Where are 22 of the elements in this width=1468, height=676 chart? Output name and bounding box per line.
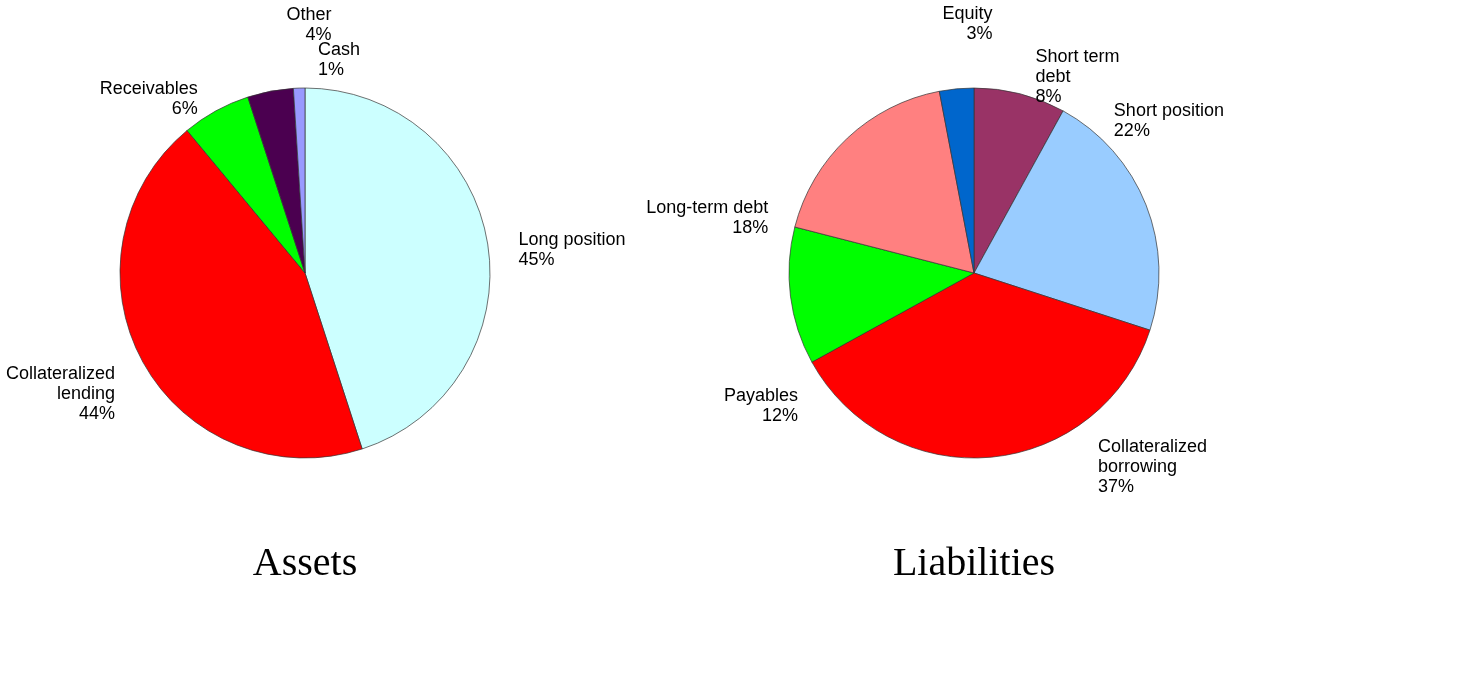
data-label: 22% [1113,120,1150,141]
slice-label: Equity [942,3,993,24]
data-label: 1% [318,59,345,80]
text: Liabilities [892,539,1056,584]
slice-label: Collateralized borrowing [1098,435,1208,476]
data-label: 45% [518,249,555,270]
slice-label: Payables [724,385,799,406]
data-label: 37% [1098,475,1135,496]
slice-label: Collateralized lending [5,363,115,404]
data-label: 8% [1035,86,1062,107]
slice-label: Short term debt [1035,46,1120,87]
data-label: 18% [732,217,769,238]
slice-label: Receivables [99,77,198,98]
text: Assets [252,539,358,584]
data-label: 6% [171,97,198,118]
slice-label: Long position [518,229,626,250]
data-label: 3% [966,23,993,44]
data-label: 44% [78,403,115,424]
data-label: 12% [762,405,799,426]
slice-label: Long-term debt [646,197,769,218]
slice-label: Other [286,4,332,25]
slice-label: Short position [1113,100,1224,121]
